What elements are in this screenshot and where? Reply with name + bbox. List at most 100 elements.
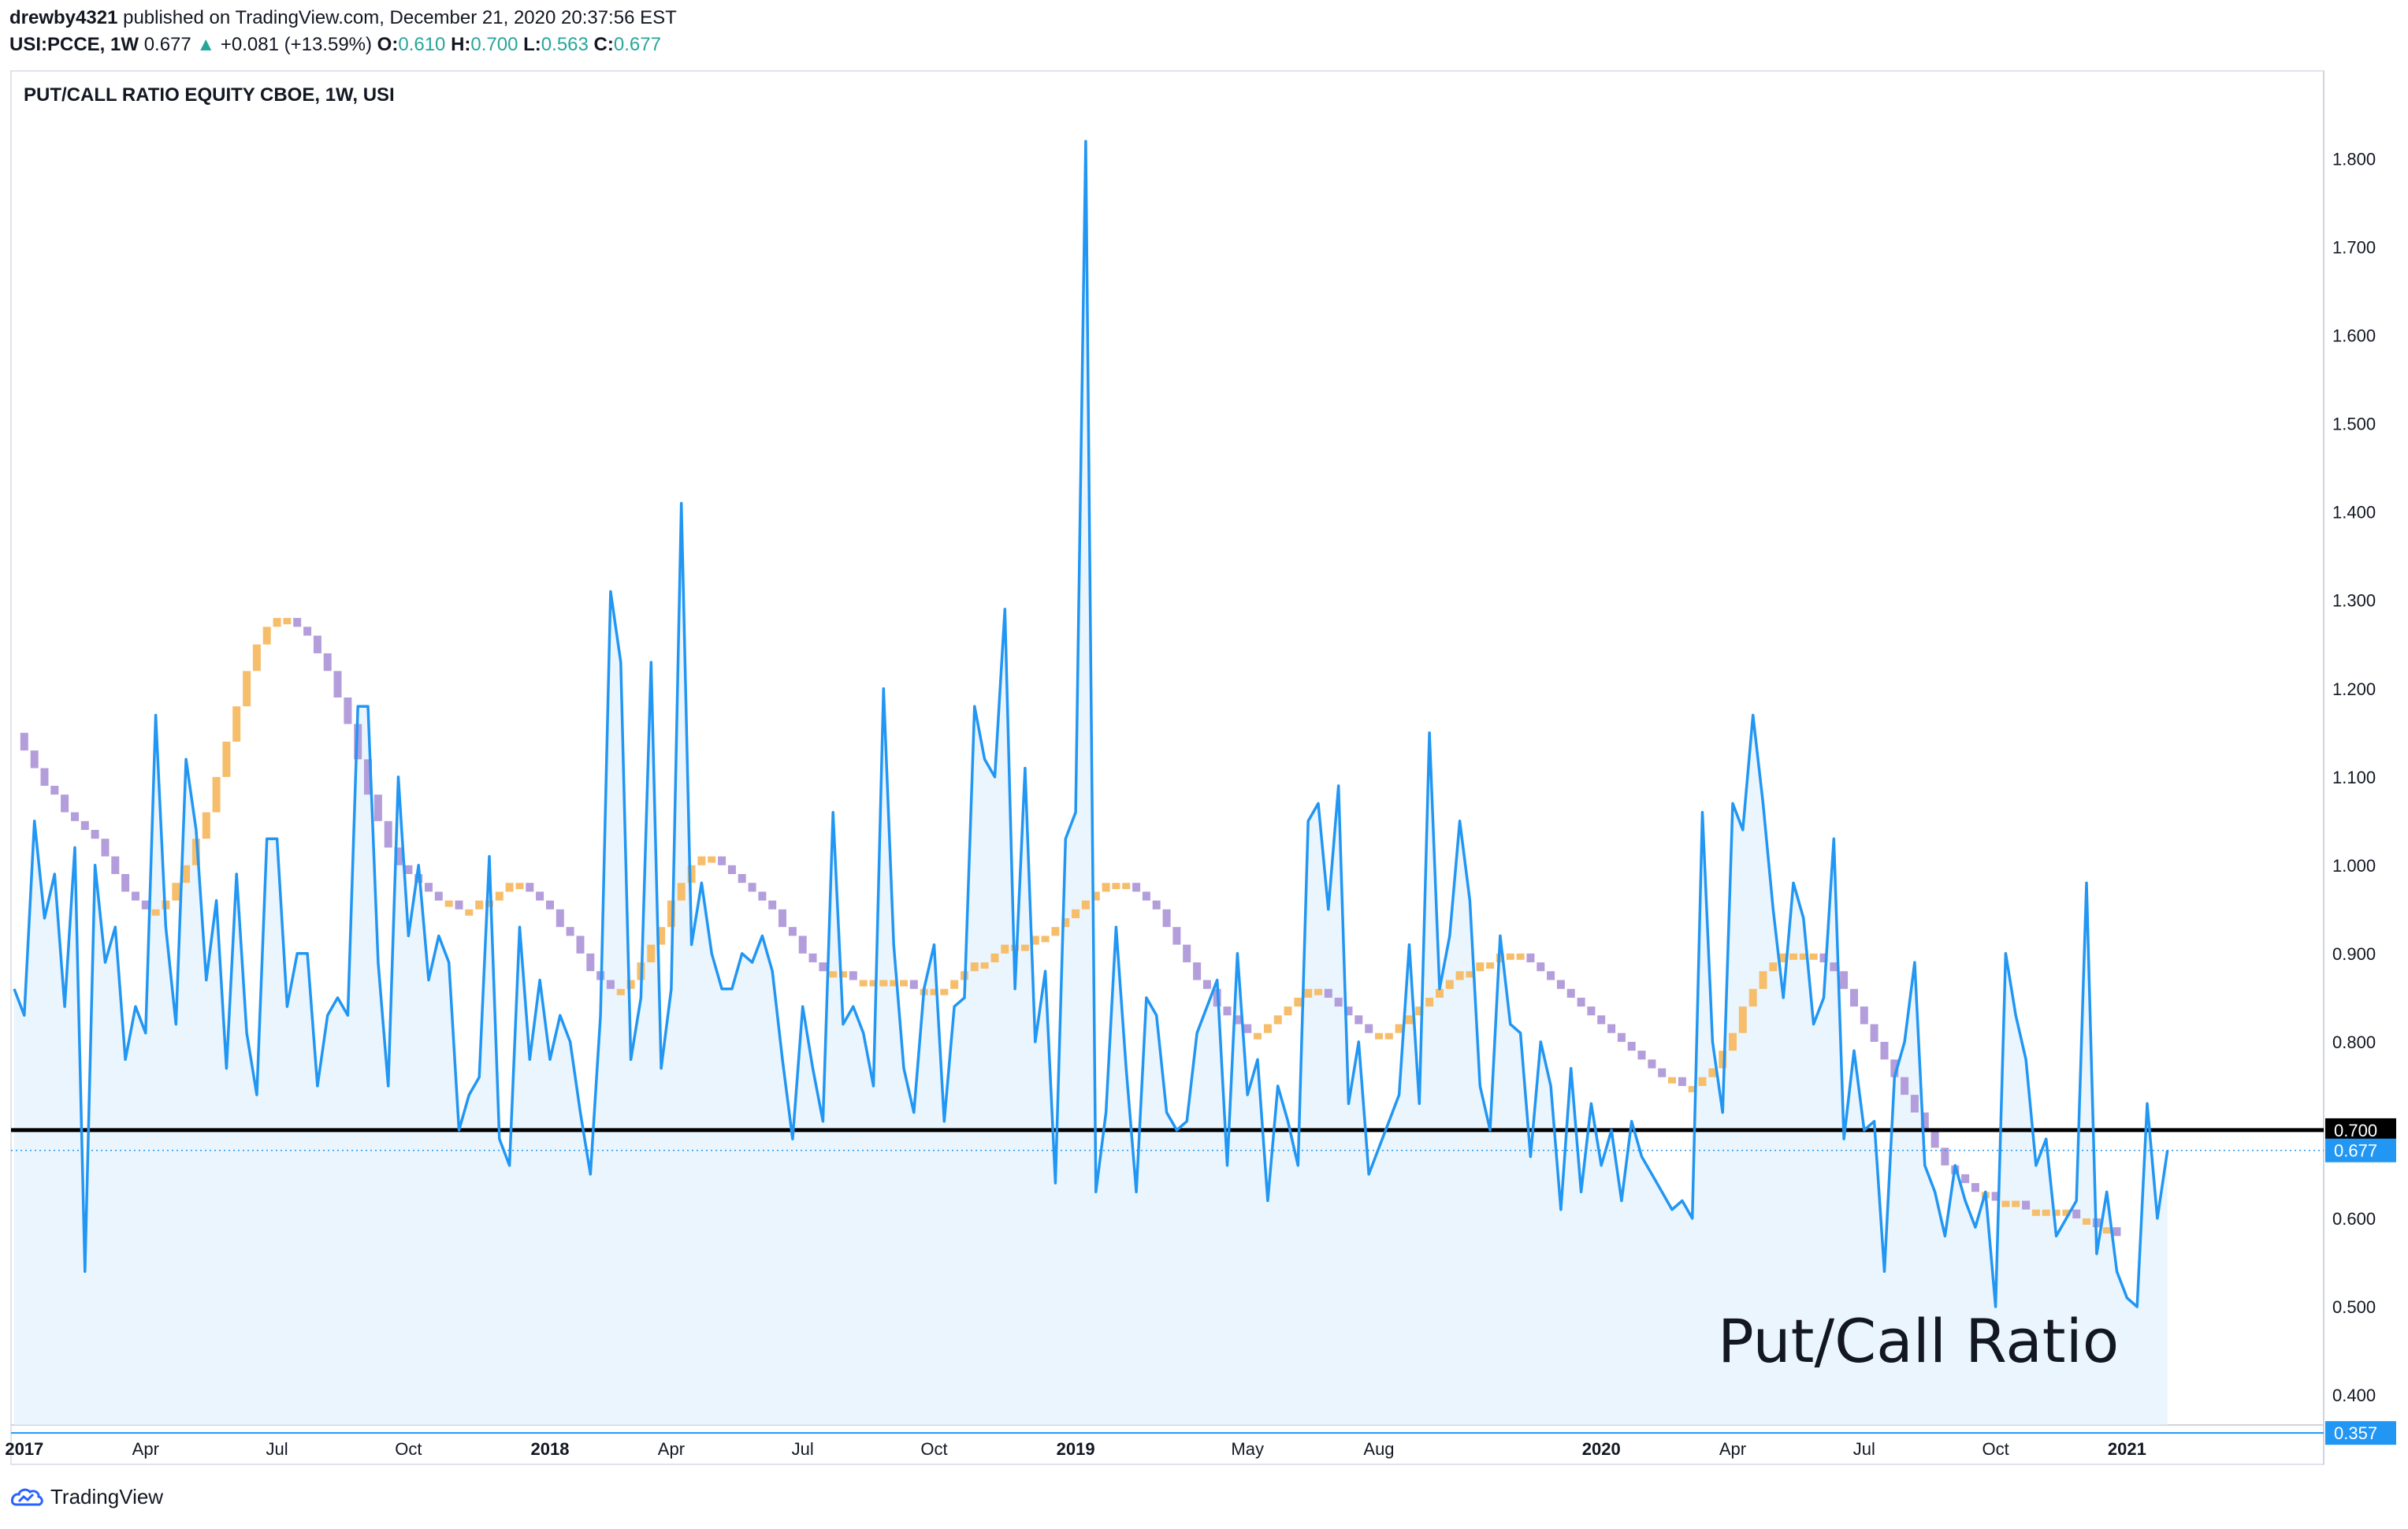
ma-bar [1162,909,1171,928]
x-tick-label: 2018 [530,1439,569,1459]
x-tick-label: 2017 [5,1439,43,1459]
ma-bar [1081,900,1090,910]
ma-bar [1122,883,1131,890]
ma-bar [71,812,79,821]
ma-bar [526,883,534,892]
ma-bar [1738,1006,1747,1033]
ma-bar [1719,1051,1727,1069]
publish-text: published on TradingView.com, December 2… [123,7,677,28]
ratio-line [13,140,2169,1308]
ma-bar [384,820,392,848]
ma-bar [475,900,484,910]
ma-bar [1920,1112,1929,1130]
symbol-label[interactable]: USI:PCCE, 1W [9,34,139,55]
ma-bar [1254,1032,1262,1040]
ma-bar [1880,1041,1889,1060]
ma-bar [182,865,191,884]
y-tick-label: 0.900 [2332,944,2376,964]
ma-bar [1354,1015,1363,1025]
author-name[interactable]: drewby4321 [9,7,118,28]
ma-bar [1860,1006,1868,1025]
x-tick-label: Apr [132,1439,159,1459]
horizontal-lines-group [11,1128,2324,1434]
price-label-box [2325,1138,2396,1163]
ma-bar [1850,988,1858,1007]
footer-brand[interactable]: TradingView [50,1485,164,1509]
ma-bar [1708,1068,1717,1077]
x-tick-label: Oct [920,1439,947,1459]
ma-bar [394,847,403,865]
ma-bar [444,900,453,907]
ma-bar [2022,1200,2031,1210]
ma-bar [1102,883,1110,892]
ma-bar [1455,971,1464,980]
x-tick-label: Aug [1363,1439,1394,1459]
ma-bar [1183,944,1191,962]
ma-bar [465,909,474,916]
ma-bar [455,900,463,910]
ma-bar [758,891,767,901]
ma-bar [172,883,180,901]
x-tick-label: Apr [658,1439,685,1459]
ma-bar [1061,918,1070,928]
ma-bar [779,909,786,928]
ma-bar [1840,971,1849,989]
ma-bar [1607,1024,1616,1033]
ma-bar [191,839,200,865]
ma-bar [273,618,281,627]
x-tick-label: 2019 [1057,1439,1095,1459]
ma-bar [808,953,817,962]
ma-bar [1729,1032,1737,1051]
ma-bar [849,971,857,980]
ma-bar [708,856,716,863]
ma-bar [1223,1006,1232,1016]
ma-bar [50,786,59,795]
ma-bar [1930,1129,1939,1148]
ma-bar [667,900,675,928]
ma-bar [1547,971,1555,980]
x-tick-label: 2021 [2108,1439,2146,1459]
change-value: +0.081 (+13.59%) [220,34,372,55]
y-tick-label: 1.600 [2332,326,2376,346]
ma-bar [434,891,443,901]
time-axis: 2017 Apr Jul Oct 2018 Apr Jul Oct 2019 May Aug 2020… [5,1439,2146,1459]
tradingview-logo-icon[interactable] [9,1486,44,1509]
ma-bar [839,971,847,978]
ma-bar [1202,980,1211,989]
ma-bar [1516,953,1525,960]
ma-bar [869,980,878,987]
ma-bar [404,865,413,874]
ma-bar [232,706,241,742]
x-tick-label: Jul [1853,1439,1875,1459]
footer: TradingView [9,1485,163,1509]
ma-bar [1344,1006,1353,1016]
ma-bar [859,980,868,987]
ma-bar [505,883,514,892]
x-tick-label: Oct [1982,1439,2009,1459]
ma-bar [1648,1059,1656,1069]
ma-bar [687,865,696,884]
ma-bar [819,962,827,972]
y-tick-label: 1.700 [2332,238,2376,258]
ma-bar [425,883,433,892]
ma-bar [80,820,89,830]
high-value: 0.700 [470,34,518,55]
ma-bar [768,900,777,910]
ma-bar [950,980,959,989]
ma-bar [586,953,595,972]
ma-bar [121,874,130,892]
ma-bar [1273,1015,1282,1025]
ma-bar [1031,936,1039,945]
ma-bar [1678,1077,1686,1086]
ma-bar [515,883,524,890]
ma-bar [2042,1209,2050,1216]
ma-bar [1819,953,1828,962]
quote-line: USI:PCCE, 1W 0.677 ▲ +0.081 (+13.59%) O:… [9,32,677,58]
ma-bar [1961,1174,1970,1184]
y-tick-label: 0.800 [2332,1032,2376,1052]
ma-bar [2062,1209,2071,1216]
ma-bar [536,891,544,901]
ma-bar [20,732,28,751]
